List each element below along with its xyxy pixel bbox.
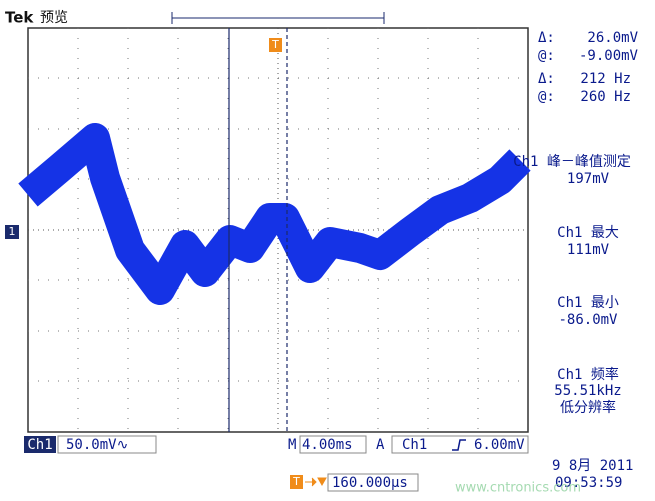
cursor-label: Δ: <box>538 71 555 87</box>
measure-value: -86.0mV <box>558 312 618 328</box>
channel-marker-bg <box>5 225 19 239</box>
waveform <box>18 123 531 305</box>
position: 160.000µs <box>332 475 408 491</box>
cursor-label: @: <box>538 48 555 64</box>
position-marker: T <box>292 475 300 488</box>
measure-name: Ch1 频率 <box>557 366 619 383</box>
time-scale: 4.00ms <box>302 437 353 453</box>
cursor-value: 212 Hz <box>580 71 631 87</box>
cursor-value: 26.0mV <box>587 30 638 46</box>
cursor-label: @: <box>538 89 555 105</box>
trigger-marker: T <box>271 38 279 51</box>
trigger-marker-bg <box>269 38 282 52</box>
trigger-channel: Ch1 <box>402 437 427 453</box>
measure-note: 低分辨率 <box>560 399 616 416</box>
scale: 50.0mV∿ <box>66 437 128 453</box>
cursor-value: 260 Hz <box>580 89 631 105</box>
time-label: M <box>288 437 296 453</box>
channel: Ch1 <box>27 437 52 453</box>
measure-value: 55.51kHz <box>554 383 621 399</box>
measurements: Ch1 峰－峰值测定 197mV Ch1 最大 111mV Ch1 最小 -86… <box>513 154 631 416</box>
measure-name: Ch1 最小 <box>557 295 619 311</box>
brand: Tek <box>5 9 34 27</box>
status-bar: Ch1 50.0mV∿ M 4.00ms A Ch1 6.00mV T 160.… <box>24 435 633 492</box>
measure-value: 197mV <box>567 171 610 187</box>
cursor-label: Δ: <box>538 30 555 46</box>
trigger-label: A <box>376 437 385 453</box>
measure-name: Ch1 最大 <box>557 225 619 241</box>
measure-name: Ch1 峰－峰值测定 <box>513 154 631 170</box>
mode: 预览 <box>40 10 68 26</box>
channel-marker: 1 <box>9 225 16 238</box>
record-bar <box>171 12 385 24</box>
measure-value: 111mV <box>567 242 610 258</box>
cursor-value: -9.00mV <box>579 48 639 64</box>
date: 9 8月 2011 <box>552 458 633 474</box>
cursor-readout: Δ: 26.0mV @: -9.00mV Δ: 212 Hz @: 260 Hz <box>538 30 639 105</box>
time: 09:53:59 <box>555 475 622 491</box>
watermark: www.cntronics.com <box>455 481 581 496</box>
trigger-level: 6.00mV <box>474 437 525 453</box>
